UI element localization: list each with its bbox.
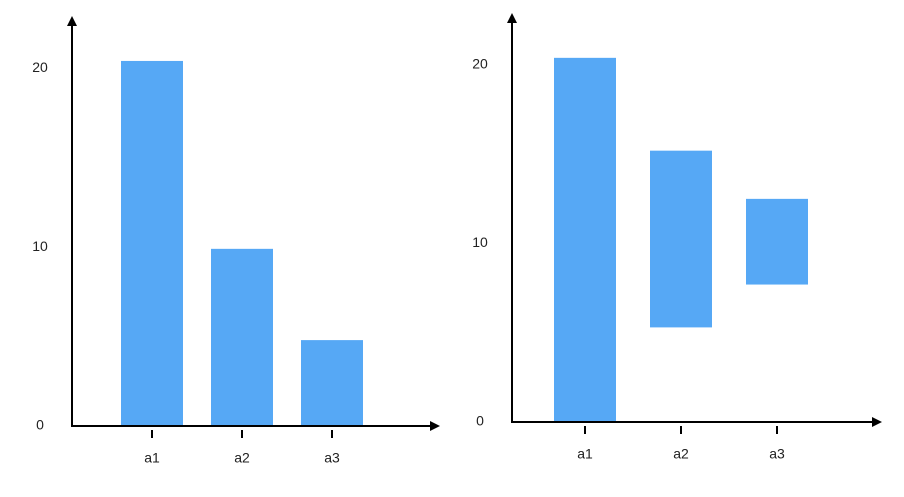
range-bar xyxy=(650,150,712,328)
bar xyxy=(121,60,183,427)
y-tick-label: 20 xyxy=(32,59,48,75)
x-tick-label: a1 xyxy=(144,450,160,466)
x-tick-label: a2 xyxy=(673,446,689,462)
x-tick-label: a3 xyxy=(769,446,785,462)
y-tick-label: 0 xyxy=(36,417,44,433)
y-tick-label: 20 xyxy=(472,56,488,72)
y-tick-label: 10 xyxy=(472,234,488,250)
bar xyxy=(211,248,273,426)
x-tick-label: a1 xyxy=(577,446,593,462)
range-bar xyxy=(554,57,616,423)
y-tick-label: 10 xyxy=(32,238,48,254)
range-bar xyxy=(746,198,808,285)
x-tick-label: a3 xyxy=(324,450,340,466)
x-tick-label: a2 xyxy=(234,450,250,466)
bar xyxy=(301,340,363,426)
y-tick-label: 0 xyxy=(476,413,484,429)
